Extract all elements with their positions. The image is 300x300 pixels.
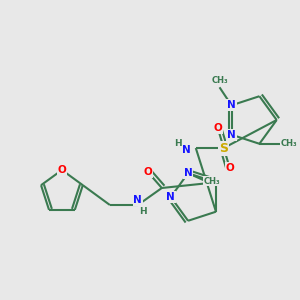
- Text: N: N: [167, 192, 175, 202]
- Text: O: O: [58, 165, 66, 175]
- Text: CH₃: CH₃: [204, 177, 220, 186]
- Text: N: N: [184, 168, 192, 178]
- Text: O: O: [225, 163, 234, 173]
- Text: N: N: [182, 145, 191, 155]
- Text: CH₃: CH₃: [281, 139, 298, 148]
- Text: N: N: [227, 100, 236, 110]
- Text: S: S: [219, 142, 228, 154]
- Text: N: N: [227, 130, 236, 140]
- Text: N: N: [134, 195, 142, 205]
- Text: H: H: [139, 206, 147, 215]
- Text: O: O: [143, 167, 152, 177]
- Text: O: O: [213, 123, 222, 133]
- Text: H: H: [174, 140, 182, 148]
- Text: CH₃: CH₃: [211, 76, 228, 85]
